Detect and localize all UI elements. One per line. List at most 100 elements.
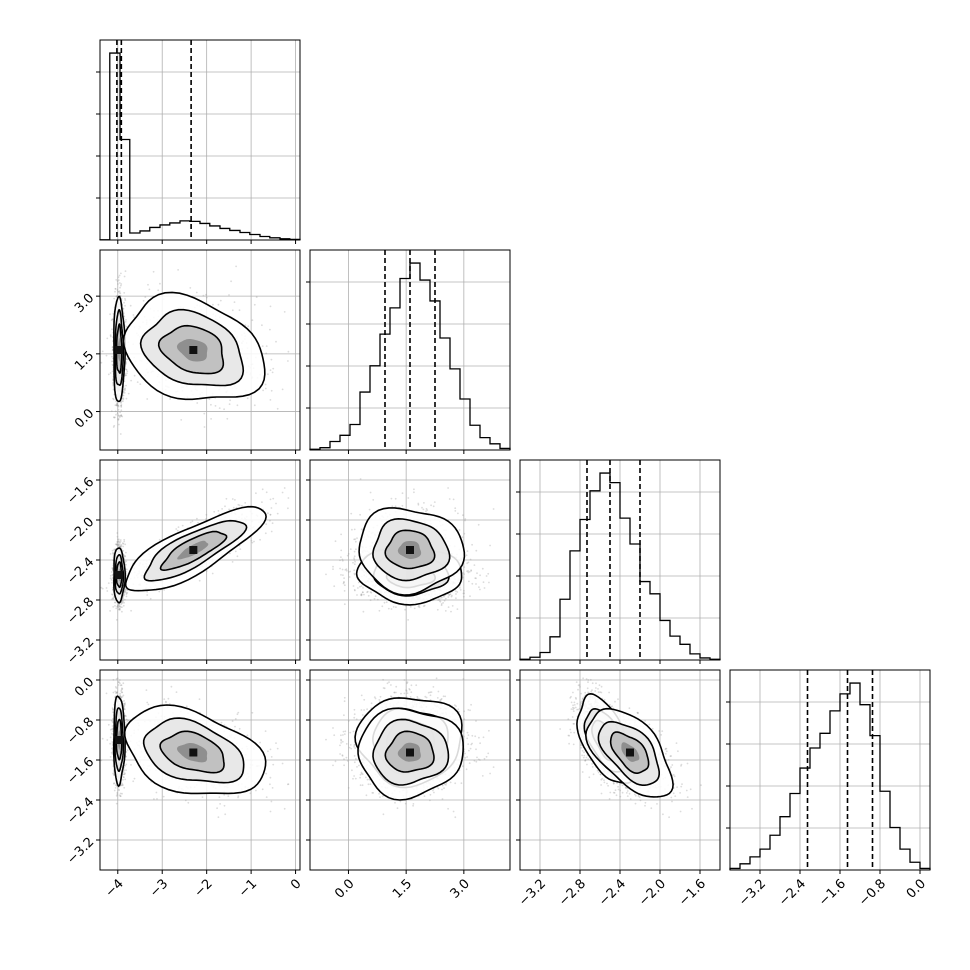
scatter-point <box>116 403 118 405</box>
scatter-point <box>177 526 180 528</box>
scatter-point <box>231 561 234 563</box>
scatter-point <box>261 345 264 347</box>
scatter-point <box>126 370 129 373</box>
panel-content <box>100 460 300 660</box>
scatter-point <box>239 548 242 550</box>
scatter-point <box>120 400 123 402</box>
scatter-point <box>180 419 183 421</box>
scatter-point <box>118 282 121 284</box>
scatter-point <box>132 314 135 316</box>
scatter-point <box>111 328 113 331</box>
scatter-point <box>111 318 114 321</box>
scatter-point <box>247 325 250 328</box>
hist-panel-2 <box>516 459 721 661</box>
scatter-point <box>115 296 118 298</box>
scatter-point <box>116 541 119 543</box>
scatter-point <box>105 354 108 357</box>
scatter-point <box>119 286 121 289</box>
scatter-point <box>125 588 127 591</box>
scatter-point <box>231 309 234 312</box>
panel-content <box>100 250 300 450</box>
scatter-point <box>114 416 116 419</box>
scatter-point <box>126 591 129 594</box>
scatter-point <box>158 590 161 593</box>
scatter-point <box>219 299 222 302</box>
scatter-point <box>118 608 120 611</box>
scatter-point <box>123 590 126 593</box>
scatter-point <box>253 540 255 543</box>
scatter-point <box>116 412 119 415</box>
scatter-point <box>123 388 126 390</box>
scatter-point <box>111 360 113 363</box>
scatter-point <box>117 540 119 543</box>
scatter-point <box>111 577 114 579</box>
scatter-point <box>269 513 272 516</box>
scatter-point <box>117 605 119 607</box>
scatter-point <box>205 296 208 299</box>
scatter-point <box>261 324 263 327</box>
scatter-point <box>195 291 198 294</box>
scatter-point <box>123 292 126 294</box>
scatter-point <box>118 608 121 610</box>
scatter-point <box>261 488 264 491</box>
scatter-point <box>226 417 229 420</box>
scatter-point <box>100 586 103 589</box>
scatter-point <box>119 606 122 608</box>
scatter-point <box>125 563 127 566</box>
scatter-point <box>281 491 284 494</box>
scatter-point <box>232 506 235 509</box>
scatter-point <box>251 541 254 544</box>
scatter-point <box>123 554 126 557</box>
scatter-point <box>112 606 115 608</box>
scatter-point <box>113 297 116 300</box>
scatter-point <box>205 513 208 516</box>
scatter-point <box>116 289 119 291</box>
scatter-point <box>114 404 117 407</box>
scatter-point <box>122 394 125 397</box>
scatter-point <box>125 325 127 328</box>
scatter-point <box>270 530 273 533</box>
scatter-point <box>118 291 121 294</box>
scatter-point <box>125 588 127 591</box>
scatter-point <box>116 532 119 534</box>
scatter-point <box>125 592 128 595</box>
scatter-point <box>120 405 123 407</box>
scatter-point <box>120 545 123 547</box>
scatter-point <box>115 543 118 546</box>
scatter-point <box>114 287 117 290</box>
scatter-point <box>120 402 122 404</box>
scatter-point <box>231 498 234 500</box>
scatter-point <box>117 544 120 547</box>
hist-step-2 <box>519 472 721 660</box>
scatter-point <box>115 295 118 298</box>
scatter-point <box>121 600 124 602</box>
scatter-point <box>133 374 136 377</box>
scatter-point <box>169 398 172 400</box>
scatter-point <box>126 358 129 361</box>
scatter-point <box>125 358 128 361</box>
scatter-point <box>123 301 125 304</box>
scatter-point <box>125 593 128 595</box>
scatter-point <box>130 379 133 382</box>
scatter-point <box>125 595 128 598</box>
scatter-point <box>111 349 114 352</box>
scatter-point <box>118 608 120 610</box>
scatter-point <box>117 604 120 607</box>
scatter-point <box>117 538 119 541</box>
scatter-point <box>272 367 275 370</box>
scatter-point <box>117 283 119 285</box>
scatter-point <box>113 416 116 419</box>
scatter-point <box>117 276 120 279</box>
scatter-point <box>255 492 257 495</box>
scatter-point <box>196 402 199 404</box>
scatter-point <box>124 598 126 601</box>
scatter-point <box>253 303 256 306</box>
scatter-point <box>118 605 121 608</box>
scatter-point <box>111 593 113 596</box>
scatter-point <box>238 309 241 312</box>
scatter-point <box>119 415 121 417</box>
scatter-point <box>109 574 112 577</box>
scatter-point <box>198 579 201 582</box>
scatter-point <box>117 408 120 411</box>
scatter-point <box>101 587 104 590</box>
